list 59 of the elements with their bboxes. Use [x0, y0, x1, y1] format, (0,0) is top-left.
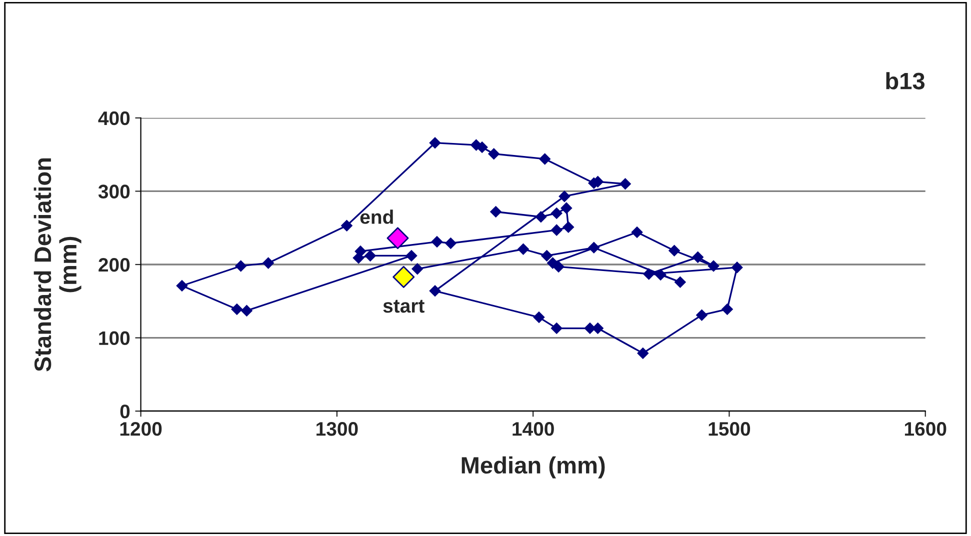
point [722, 304, 733, 315]
point [518, 244, 529, 255]
point [490, 206, 502, 218]
point [551, 322, 562, 334]
point [631, 226, 643, 238]
point [668, 244, 680, 256]
x-axis-title: Median (mm) [462, 456, 605, 478]
y-tick-label: 100 [99, 331, 130, 346]
point [431, 236, 443, 248]
point [386, 227, 409, 250]
point [558, 190, 570, 202]
point [547, 257, 558, 269]
point [696, 309, 708, 321]
point [354, 246, 366, 257]
chart-title: b13 [886, 72, 925, 90]
point [488, 148, 500, 160]
point [620, 178, 631, 190]
y-tick-label: 300 [98, 184, 130, 198]
point [551, 224, 562, 236]
point [643, 268, 654, 280]
x-tick-label: 1300 [316, 422, 358, 436]
point [235, 260, 246, 272]
point [241, 305, 252, 316]
point [588, 242, 600, 254]
point [708, 260, 720, 272]
point [535, 211, 547, 222]
point [176, 280, 188, 292]
point [406, 250, 418, 262]
annotation: start [383, 300, 424, 313]
point [445, 238, 456, 249]
x-tick-label: 1500 [708, 422, 750, 436]
point [674, 276, 686, 288]
point [541, 250, 552, 262]
point [692, 252, 704, 263]
point [429, 137, 441, 148]
point [560, 202, 572, 214]
point [364, 250, 376, 262]
point [539, 153, 550, 165]
point [654, 269, 666, 280]
point [470, 139, 482, 151]
point [341, 220, 352, 232]
point [551, 208, 562, 219]
annotation: end [360, 210, 393, 224]
point [429, 285, 441, 297]
x-tick-label: 1600 [904, 422, 946, 436]
point [637, 348, 649, 359]
y-tick-label: 200 [98, 258, 130, 272]
point [231, 304, 243, 315]
point [392, 266, 415, 288]
y-axis-title: Standard Deviation (mm) [34, 158, 82, 372]
point [731, 262, 743, 274]
point [412, 263, 423, 275]
point [533, 312, 545, 323]
y-tick-label: 0 [120, 404, 130, 418]
point [262, 257, 274, 269]
x-tick-label: 1200 [120, 422, 162, 436]
x-tick-label: 1400 [512, 422, 554, 436]
y-tick-label: 400 [98, 111, 130, 126]
point [562, 222, 574, 233]
